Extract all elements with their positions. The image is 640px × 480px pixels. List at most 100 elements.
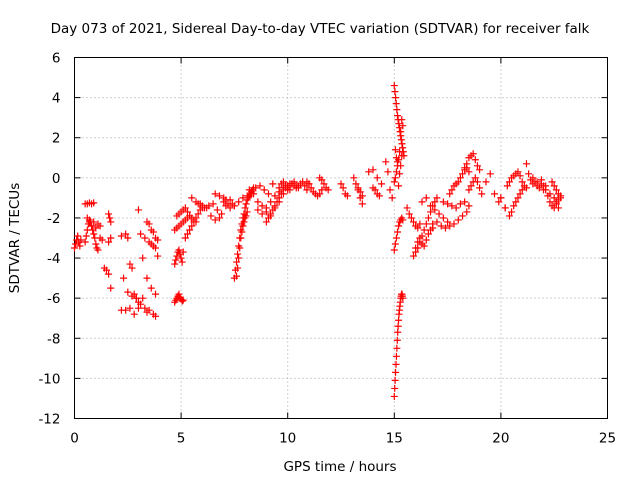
data-point	[465, 186, 473, 194]
data-point	[471, 156, 479, 164]
data-point	[476, 166, 484, 174]
data-point	[356, 188, 364, 196]
data-point	[525, 170, 533, 178]
data-point	[435, 210, 443, 218]
data-point	[514, 194, 522, 202]
data-point	[183, 230, 191, 238]
data-point	[203, 204, 211, 212]
data-point	[171, 260, 179, 268]
data-point	[238, 228, 246, 236]
data-point	[254, 206, 262, 214]
data-point	[141, 234, 149, 242]
data-point	[550, 194, 558, 202]
data-point	[550, 204, 558, 212]
data-point	[533, 178, 541, 186]
data-point	[391, 384, 399, 392]
data-point	[409, 218, 417, 226]
data-point	[452, 204, 460, 212]
data-point	[495, 198, 503, 206]
data-point	[393, 344, 401, 352]
data-point	[179, 296, 187, 304]
data-point	[254, 198, 262, 206]
data-point	[505, 178, 513, 186]
data-point	[398, 152, 406, 160]
data-point	[505, 212, 513, 220]
data-point	[395, 182, 403, 190]
data-point	[172, 256, 180, 264]
data-point	[143, 308, 151, 316]
data-point	[382, 158, 390, 166]
data-point	[350, 174, 358, 182]
data-point	[358, 200, 366, 208]
data-point	[392, 368, 400, 376]
data-point	[194, 210, 202, 218]
y-tick-label: 6	[52, 51, 61, 67]
data-point	[546, 198, 554, 206]
data-point	[242, 212, 250, 220]
data-points	[71, 82, 565, 400]
data-point	[444, 218, 452, 226]
data-point	[392, 100, 400, 108]
y-tick-label: -4	[47, 251, 60, 267]
data-point	[454, 178, 462, 186]
data-point	[397, 128, 405, 136]
data-point	[365, 168, 373, 176]
data-point	[262, 218, 270, 226]
data-point	[294, 184, 302, 192]
data-point	[482, 178, 490, 186]
data-point	[260, 186, 268, 194]
data-point	[242, 200, 250, 208]
data-point	[178, 297, 186, 305]
data-point	[391, 88, 399, 96]
data-point	[252, 184, 260, 192]
data-point	[286, 186, 294, 194]
data-point	[473, 162, 481, 170]
data-point	[395, 222, 403, 230]
data-point	[540, 182, 548, 190]
x-tick-label: 20	[492, 431, 509, 447]
data-point	[441, 224, 449, 232]
data-point	[107, 234, 115, 242]
data-point	[122, 306, 130, 314]
data-point	[486, 170, 494, 178]
data-point	[239, 222, 247, 230]
data-point	[431, 206, 439, 214]
data-point	[324, 186, 332, 194]
data-point	[548, 178, 556, 186]
data-point	[265, 214, 273, 222]
data-point	[412, 244, 420, 252]
data-point	[420, 226, 428, 234]
data-point	[94, 246, 102, 254]
data-point	[501, 204, 509, 212]
data-point	[267, 198, 275, 206]
data-point	[510, 202, 518, 210]
data-point	[497, 194, 505, 202]
data-point	[395, 316, 403, 324]
data-point	[90, 218, 98, 226]
data-point	[557, 194, 565, 202]
data-point	[117, 232, 125, 240]
data-point	[130, 310, 138, 318]
data-point	[188, 222, 196, 230]
data-point	[211, 190, 219, 198]
data-point	[96, 222, 104, 230]
data-point	[465, 168, 473, 176]
data-point	[243, 208, 251, 216]
data-point	[77, 236, 85, 244]
data-point	[271, 202, 279, 210]
data-point	[394, 328, 402, 336]
data-point	[403, 204, 411, 212]
data-point	[393, 158, 401, 166]
data-point	[390, 392, 398, 400]
data-point	[554, 190, 562, 198]
data-point	[207, 212, 215, 220]
data-point	[241, 204, 249, 212]
data-point	[92, 240, 100, 248]
data-point	[508, 208, 516, 216]
data-point	[392, 94, 400, 102]
data-point	[478, 190, 486, 198]
data-point	[398, 140, 406, 148]
data-point	[186, 226, 194, 234]
data-point	[183, 208, 191, 216]
data-point	[106, 214, 114, 222]
